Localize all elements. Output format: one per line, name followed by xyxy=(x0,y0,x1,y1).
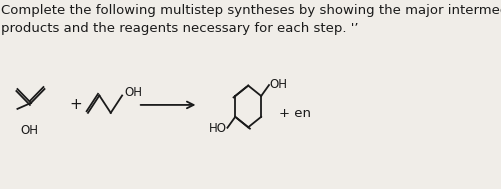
Text: +: + xyxy=(69,97,82,112)
Text: OH: OH xyxy=(124,86,142,99)
Text: Complete the following multistep syntheses by showing the major intermediate: Complete the following multistep synthes… xyxy=(2,4,501,17)
Text: OH: OH xyxy=(20,124,38,137)
Text: OH: OH xyxy=(269,77,287,91)
Text: + en: + en xyxy=(279,107,311,120)
Text: HO: HO xyxy=(208,122,226,135)
Text: products and the reagents necessary for each step. '’: products and the reagents necessary for … xyxy=(2,22,358,35)
